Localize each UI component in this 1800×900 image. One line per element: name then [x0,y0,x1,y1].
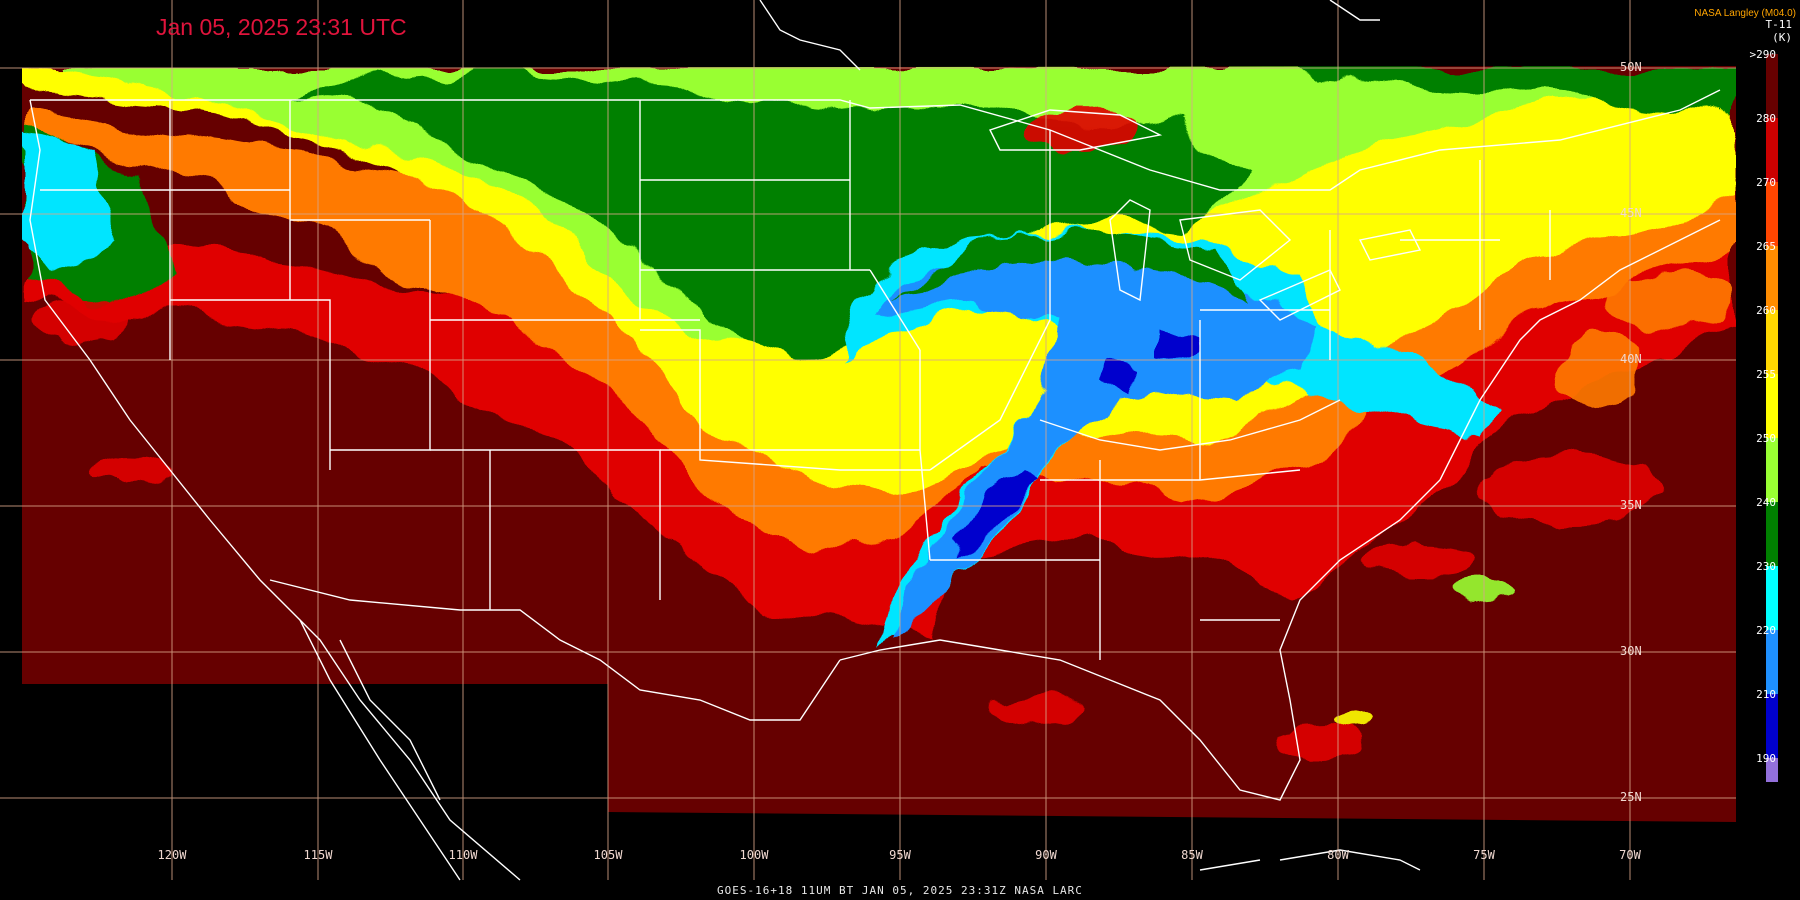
lon-label-105w: 105W [593,848,623,862]
lon-label-100w: 100W [739,848,769,862]
colorbar-tick: >290 [1749,48,1777,61]
colorbar-swatch [1766,246,1778,310]
colorbar-swatch [1766,694,1778,758]
colorbar-tick: 265 [1756,240,1776,253]
credit-label: NASA Langley (M04.0) [1694,8,1796,19]
colorbar-title-line-2: (K) [1772,31,1792,44]
colorbar-tick: 230 [1756,560,1776,573]
colorbar-tick: 220 [1756,624,1776,637]
lon-label-115w: 115W [303,848,333,862]
colorbar-swatch [1766,374,1778,438]
lon-label-110w: 110W [448,848,478,862]
lon-label-120w: 120W [157,848,187,862]
lat-label-25n: 25N [1620,790,1642,804]
colorbar-swatch [1766,182,1778,246]
colorbar-swatch [1766,310,1778,374]
colorbar-tick: 250 [1756,432,1776,445]
timestamp-title: Jan 05, 2025 23:31 UTC [156,14,407,40]
colorbar-swatch [1766,502,1778,566]
lon-label-80w: 80W [1327,848,1349,862]
colorbar-tick: 240 [1756,496,1776,509]
lat-label-45n: 45N [1620,206,1642,220]
lat-label-50n: 50N [1620,60,1642,74]
colorbar-swatch [1766,118,1778,182]
lat-label-35n: 35N [1620,498,1642,512]
colorbar-title-line-1: T-11 [1765,18,1793,31]
colorbar-tick: 210 [1756,688,1776,701]
colorbar-swatch [1766,54,1778,118]
lon-label-95w: 95W [889,848,911,862]
colorbar-tick: 255 [1756,368,1776,381]
colorbar-swatch [1766,758,1778,782]
lon-label-70w: 70W [1619,848,1641,862]
colorbar-swatch [1766,630,1778,694]
colorbar-tick: 260 [1756,304,1776,317]
lat-label-30n: 30N [1620,644,1642,658]
colorbar-tick: 190 [1756,752,1776,765]
political-boundaries [29,0,1721,881]
lat-label-40n: 40N [1620,352,1642,366]
lon-label-85w: 85W [1181,848,1203,862]
colorbar-swatch [1766,566,1778,630]
colorbar-swatch [1766,438,1778,502]
footer-caption: GOES-16+18 11UM BT JAN 05, 2025 23:31Z N… [717,884,1083,897]
lon-label-90w: 90W [1035,848,1057,862]
colorbar-tick: 280 [1756,112,1776,125]
colorbar-tick: 270 [1756,176,1776,189]
colorbar-title: T-11 (K) [1766,18,1793,44]
lon-label-75w: 75W [1473,848,1495,862]
